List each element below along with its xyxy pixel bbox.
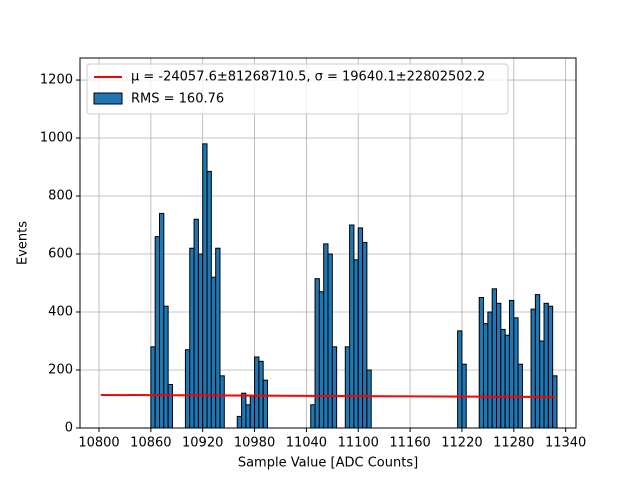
histogram-bar xyxy=(552,375,558,429)
x-tick-label: 11100 xyxy=(338,436,379,451)
histogram-bar xyxy=(487,311,493,429)
histogram-bar xyxy=(254,356,260,429)
histogram-bar xyxy=(167,384,173,429)
histogram-bar xyxy=(197,253,204,429)
x-tick-label: 10860 xyxy=(130,436,171,451)
x-axis-label: Sample Value [ADC Counts] xyxy=(238,456,418,471)
histogram-bar xyxy=(163,305,169,429)
legend-label: μ = -24057.6±81268710.5, σ = 19640.1±228… xyxy=(131,70,485,85)
histogram-bar xyxy=(530,308,536,429)
histogram-bar xyxy=(457,330,463,429)
histogram-bar xyxy=(241,392,247,429)
histogram-bar xyxy=(323,243,329,429)
histogram-bar xyxy=(245,404,251,429)
histogram-bar xyxy=(534,294,541,429)
histogram-bar xyxy=(500,328,506,429)
histogram-bar xyxy=(357,227,364,429)
histogram-bar xyxy=(219,375,225,429)
x-tick-label: 10800 xyxy=(78,436,119,451)
y-tick-label: 1200 xyxy=(40,73,73,88)
x-tick-label: 10980 xyxy=(234,436,275,451)
x-tick-label: 11220 xyxy=(441,436,482,451)
histogram-bar xyxy=(547,305,554,429)
histogram-bar xyxy=(314,278,320,429)
y-tick-label: 400 xyxy=(48,305,73,320)
x-tick-label: 11280 xyxy=(493,436,534,451)
histogram-bar xyxy=(249,395,256,429)
histogram-bar xyxy=(366,369,372,429)
histogram-bar xyxy=(483,323,489,429)
y-tick-label: 1000 xyxy=(40,131,73,146)
x-tick-label: 11040 xyxy=(286,436,327,451)
histogram-bar xyxy=(349,224,355,429)
histogram-bar xyxy=(331,346,338,429)
histogram-bar xyxy=(262,379,269,429)
histogram-bar xyxy=(508,299,515,429)
histogram-bar xyxy=(543,302,549,429)
histogram-bar xyxy=(318,291,325,429)
fit-line xyxy=(100,393,555,398)
histogram-bar xyxy=(513,317,519,429)
histogram-bar xyxy=(327,253,333,429)
x-tick-label: 11160 xyxy=(389,436,430,451)
y-tick-label: 600 xyxy=(48,247,73,262)
y-tick-label: 0 xyxy=(65,421,73,436)
axes-frame xyxy=(79,57,577,429)
histogram-bar xyxy=(539,340,545,429)
histogram-bar xyxy=(504,334,510,429)
histogram-bar xyxy=(154,236,160,429)
histogram-bar xyxy=(193,218,199,429)
y-axis-label: Events xyxy=(16,221,31,265)
histogram-bar xyxy=(236,415,243,429)
histogram-bar xyxy=(478,297,485,429)
legend-label: RMS = 160.76 xyxy=(131,92,224,107)
histogram-bar xyxy=(189,247,195,429)
histogram-bar xyxy=(496,302,502,429)
histogram-bar xyxy=(215,247,221,429)
histogram-bar xyxy=(150,346,156,429)
y-tick-label: 200 xyxy=(48,363,73,378)
histogram-bar xyxy=(202,143,208,429)
histogram-bar xyxy=(344,346,351,429)
histogram-bar xyxy=(310,404,316,429)
x-tick-label: 10920 xyxy=(182,436,223,451)
histogram-bar xyxy=(210,276,217,429)
histogram-bar xyxy=(362,241,368,429)
legend-patch xyxy=(93,92,123,105)
histogram-bar xyxy=(206,170,212,429)
histogram-bar xyxy=(491,288,498,429)
histogram-bar xyxy=(184,349,191,429)
x-tick-label: 11340 xyxy=(545,436,586,451)
y-tick-label: 800 xyxy=(48,189,73,204)
histogram-bar xyxy=(353,259,359,429)
histogram-bar xyxy=(258,360,264,429)
legend-box xyxy=(86,63,509,115)
